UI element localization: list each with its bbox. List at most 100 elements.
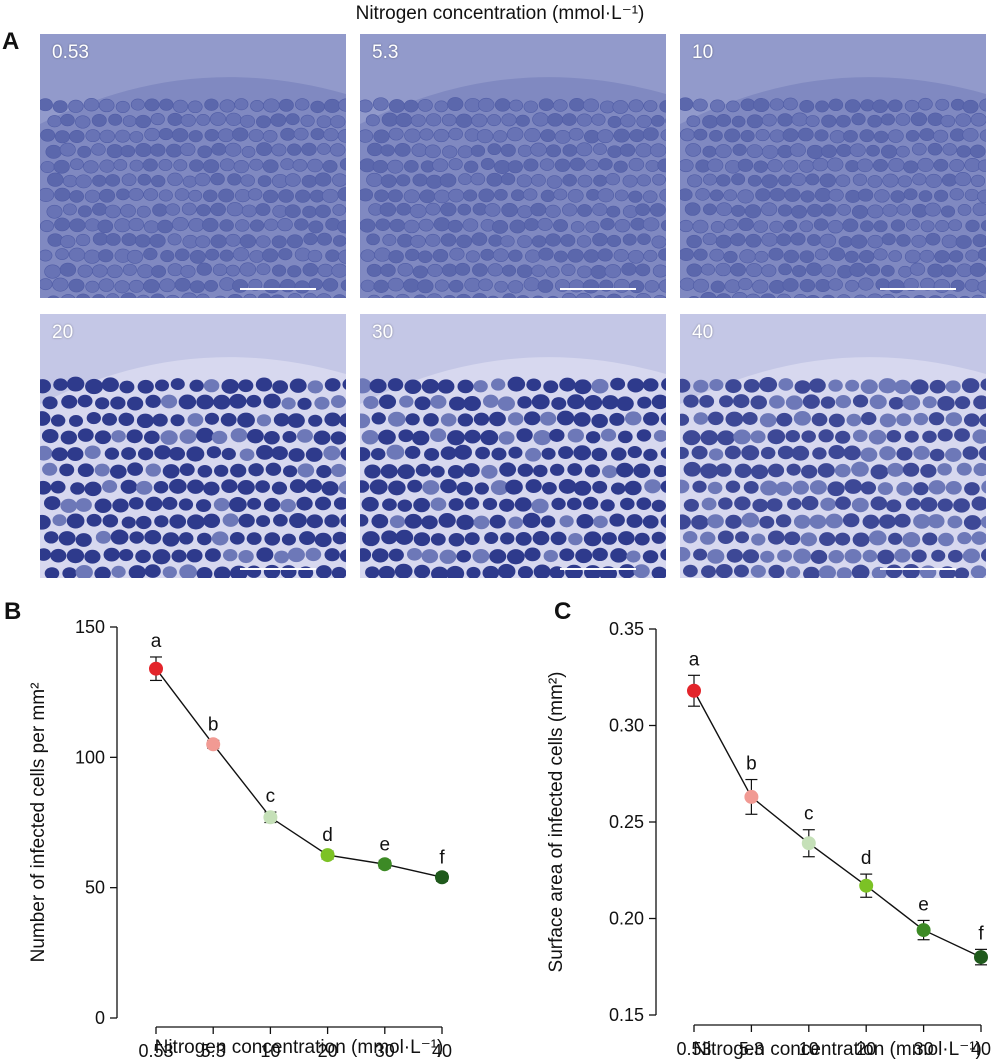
cell: [576, 235, 592, 248]
cell: [962, 99, 979, 114]
cell: [332, 531, 346, 545]
cell: [928, 480, 946, 495]
cell: [171, 549, 187, 563]
cell: [475, 446, 490, 460]
cell: [761, 174, 778, 189]
cell: [710, 280, 725, 293]
cell: [61, 394, 78, 409]
cell: [724, 128, 741, 143]
cell: [731, 292, 748, 298]
cell: [70, 482, 85, 495]
cell: [707, 549, 725, 564]
cell: [750, 430, 766, 444]
x-tick-label: 5.3: [739, 1039, 764, 1059]
cell: [878, 378, 897, 394]
cell: [202, 159, 220, 174]
cell: [361, 496, 379, 512]
cell: [425, 233, 441, 247]
cell: [398, 429, 414, 443]
cell: [972, 429, 986, 444]
cell: [651, 566, 666, 578]
cell: [75, 233, 91, 247]
cell: [783, 249, 800, 264]
cell: [289, 378, 307, 393]
cell: [84, 481, 102, 497]
cell: [769, 395, 785, 409]
cell: [940, 114, 956, 128]
cell: [887, 99, 903, 113]
cell: [873, 248, 888, 261]
cell: [943, 294, 958, 298]
cell: [188, 130, 203, 143]
cell: [40, 514, 51, 530]
data-point: [801, 836, 816, 851]
cell: [683, 394, 699, 408]
cell: [221, 378, 239, 394]
cell: [121, 173, 137, 187]
cell: [962, 446, 979, 460]
cell: [501, 173, 516, 186]
cell: [849, 143, 866, 158]
cell: [497, 563, 516, 578]
cell: [293, 127, 309, 141]
cell: [322, 159, 338, 173]
cell: [197, 145, 213, 159]
cell: [360, 378, 372, 394]
cell: [426, 293, 443, 298]
cell: [86, 513, 102, 527]
cell: [292, 159, 308, 172]
cell: [305, 479, 323, 494]
cell: [814, 248, 829, 261]
cell: [665, 296, 666, 298]
cell: [917, 157, 934, 172]
cell: [205, 248, 220, 261]
cell: [410, 114, 426, 127]
x-tick-label: 0.53: [676, 1039, 711, 1059]
y-tick-label: 100: [75, 747, 105, 767]
cell: [76, 293, 91, 298]
cell: [844, 549, 862, 564]
cell: [553, 250, 568, 263]
cell: [472, 548, 490, 564]
cell: [271, 235, 287, 249]
cell: [360, 129, 374, 143]
cell: [642, 515, 659, 529]
cell: [734, 463, 752, 479]
cell: [515, 532, 532, 546]
cell: [836, 567, 852, 578]
cell: [686, 234, 702, 249]
cell: [753, 98, 770, 113]
cell: [683, 461, 701, 477]
cell: [180, 265, 196, 278]
cell: [660, 548, 666, 561]
cell: [246, 532, 262, 545]
cell: [120, 479, 138, 494]
cell: [955, 235, 972, 249]
cell: [338, 98, 346, 112]
cell: [913, 514, 931, 529]
cell: [799, 220, 814, 233]
cell: [430, 395, 447, 409]
cell: [206, 446, 222, 459]
cell: [865, 263, 881, 277]
cell: [523, 100, 538, 113]
cell: [761, 264, 777, 278]
cell: [135, 114, 151, 129]
cell: [925, 232, 941, 246]
cell: [913, 412, 929, 426]
cell: [575, 548, 593, 564]
cell: [430, 497, 447, 511]
cell: [463, 160, 479, 173]
cell: [872, 158, 889, 172]
cell: [430, 428, 447, 442]
cell: [896, 145, 910, 158]
cell: [507, 280, 524, 294]
cell: [948, 219, 963, 232]
cell: [40, 249, 53, 262]
cell: [954, 396, 971, 410]
cell: [888, 250, 902, 262]
cell: [775, 514, 792, 528]
cell: [187, 479, 205, 494]
cell: [782, 278, 799, 292]
cell: [693, 128, 708, 141]
